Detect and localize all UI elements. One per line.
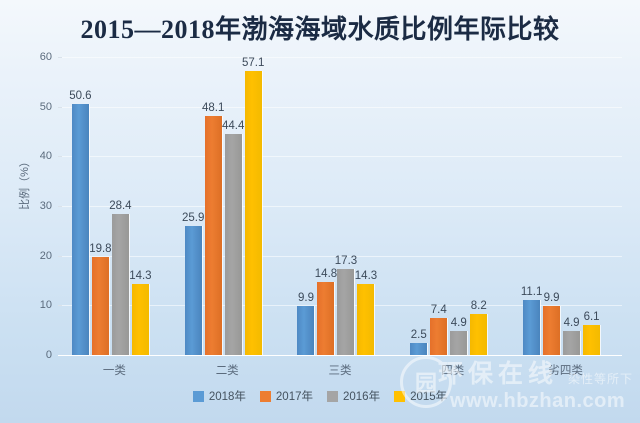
bar-group: 50.6 19.8 28.4 14.3 [58, 57, 171, 355]
legend-label: 2018年 [208, 391, 246, 403]
bar-value-label: 44.4 [221, 120, 245, 133]
bar-value-label: 8.2 [470, 300, 487, 313]
y-axis-tick-label: 30 [39, 200, 52, 212]
legend-swatch-icon [192, 390, 204, 402]
legend-item[interactable]: 2017年 [259, 388, 313, 404]
bar-value-label: 19.8 [89, 242, 112, 255]
y-axis-tick-label: 50 [39, 100, 52, 113]
bar-value-label: 28.4 [109, 199, 132, 212]
bar[interactable] [131, 283, 149, 355]
y-axis-tick-label: 0 [45, 349, 52, 361]
bar[interactable] [450, 330, 468, 355]
chart-legend: 2018年 2017年 2016年 2015年 [0, 388, 640, 404]
gridline [58, 206, 622, 207]
bar-value-label: 4.9 [450, 316, 467, 329]
legend-swatch-icon [394, 390, 406, 402]
gridline [58, 57, 622, 58]
legend-label: 2015年 [410, 391, 448, 403]
bar[interactable] [244, 71, 262, 355]
y-axis-tick-label: 40 [39, 150, 52, 163]
legend-label: 2017年 [275, 391, 313, 403]
legend-swatch-icon [327, 390, 338, 402]
legend-swatch-icon [259, 390, 271, 402]
gridline [58, 156, 622, 158]
bar[interactable] [71, 103, 89, 355]
y-axis-tick-label: 20 [39, 249, 52, 262]
y-axis-tick-label: 10 [39, 299, 52, 312]
bar[interactable] [410, 342, 428, 355]
bar[interactable] [523, 299, 541, 355]
bar-group: 2.5 7.4 4.9 8.2 [396, 57, 509, 355]
bar[interactable] [204, 116, 222, 355]
bar-group: 9.9 14.8 17.3 14.3 [284, 57, 397, 355]
bar-value-label: 14.8 [314, 267, 338, 280]
bar-value-label: 6.1 [583, 310, 600, 323]
bar[interactable] [184, 226, 202, 355]
x-axis-tick-label: 二类 [215, 365, 239, 377]
bar-value-label: 14.3 [129, 269, 152, 282]
bar[interactable] [563, 330, 581, 355]
x-axis-tick-label: 四类 [441, 365, 465, 377]
gridline [58, 255, 622, 257]
bar-value-label: 11.1 [520, 285, 543, 298]
bar-value-label: 48.1 [201, 102, 225, 115]
legend-item[interactable]: 2015年 [394, 388, 447, 404]
gridline [58, 106, 622, 108]
bar-value-label: 2.5 [410, 328, 427, 341]
bar[interactable] [91, 256, 109, 355]
bar-value-label: 7.4 [430, 304, 447, 317]
bar[interactable] [337, 269, 355, 355]
watermark: 园 环保在线 染性等所下 www.hbzhan.com [398, 348, 640, 420]
bar-value-label: 50.6 [69, 89, 92, 102]
bar-value-label: 4.9 [563, 316, 580, 329]
bar[interactable] [317, 281, 335, 355]
bar-value-label: 9.9 [297, 291, 314, 304]
x-axis-line [58, 355, 622, 356]
legend-item[interactable]: 2016年 [327, 388, 380, 404]
plot-area: 50.6 19.8 28.4 14.3 25.9 48.1 44.4 57.1 9.9 14.8 1… [58, 57, 622, 355]
legend-item[interactable]: 2018年 [192, 388, 246, 404]
bar-value-label: 57.1 [241, 57, 265, 70]
y-axis-title: 比例（%） [19, 156, 31, 210]
bar-value-label: 14.3 [354, 269, 378, 282]
bar[interactable] [543, 305, 561, 355]
bar-value-label: 9.9 [543, 291, 560, 304]
legend-label: 2016年 [343, 391, 381, 403]
bar-value-label: 17.3 [334, 255, 358, 268]
bar-group: 25.9 48.1 44.4 57.1 [171, 57, 284, 355]
chart-title: 2015—2018年渤海海域水质比例年际比较 [80, 15, 560, 44]
x-axis-tick-label: 三类 [328, 365, 352, 377]
bar[interactable] [470, 314, 488, 355]
y-axis-tick-label: 60 [39, 51, 52, 63]
bar[interactable] [430, 318, 448, 355]
bar[interactable] [357, 283, 375, 355]
x-axis-tick-label: 劣四类 [548, 365, 583, 377]
bar-value-label: 25.9 [181, 212, 205, 225]
x-axis-tick-label: 一类 [102, 365, 126, 377]
bar[interactable] [111, 213, 129, 355]
bar-group: 11.1 9.9 4.9 6.1 [509, 57, 622, 355]
bar[interactable] [297, 305, 315, 355]
bar[interactable] [224, 134, 242, 355]
bar[interactable] [583, 324, 601, 355]
